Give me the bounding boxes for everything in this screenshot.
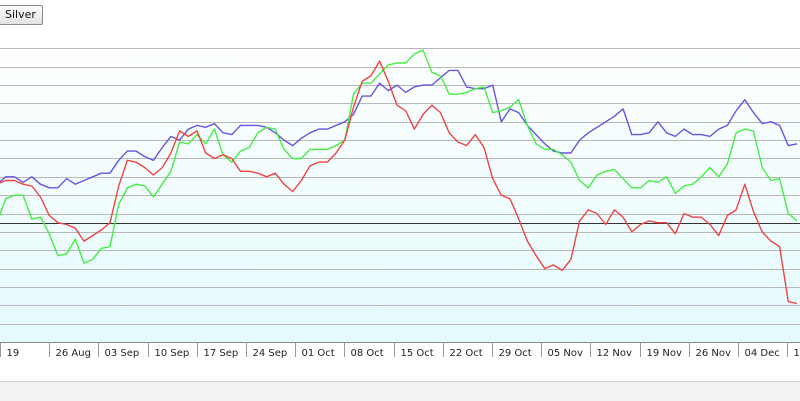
x-tick-label: 19 Nov: [647, 348, 683, 359]
x-tick-label: 26 Aug: [56, 348, 91, 359]
x-tick-label: 19: [7, 348, 20, 359]
plot-area: [0, 30, 800, 342]
bottom-scroll-strip: [0, 381, 800, 401]
x-tick-label: 04 Dec: [745, 348, 780, 359]
x-tick-label: 22 Oct: [450, 348, 483, 359]
x-tick-label: 11 Dec: [794, 348, 800, 359]
x-tick-label: 15 Oct: [401, 348, 434, 359]
x-tick-label: 01 Oct: [302, 348, 335, 359]
x-tick-label: 24 Sep: [253, 348, 288, 359]
x-axis-ticks: 19 26 Aug 03 Sep 10 Sep 17 Sep 24 Sep 01 Oct 08…: [1, 342, 800, 359]
x-tick-label: 10 Sep: [155, 348, 190, 359]
x-tick-label: 03 Sep: [105, 348, 140, 359]
x-tick-label: 05 Nov: [548, 348, 584, 359]
x-tick-label: 29 Oct: [499, 348, 532, 359]
x-tick-label: 26 Nov: [696, 348, 732, 359]
x-tick-label: 08 Oct: [351, 348, 384, 359]
x-tick-label: 12 Nov: [597, 348, 633, 359]
x-tick-label: 17 Sep: [204, 348, 239, 359]
